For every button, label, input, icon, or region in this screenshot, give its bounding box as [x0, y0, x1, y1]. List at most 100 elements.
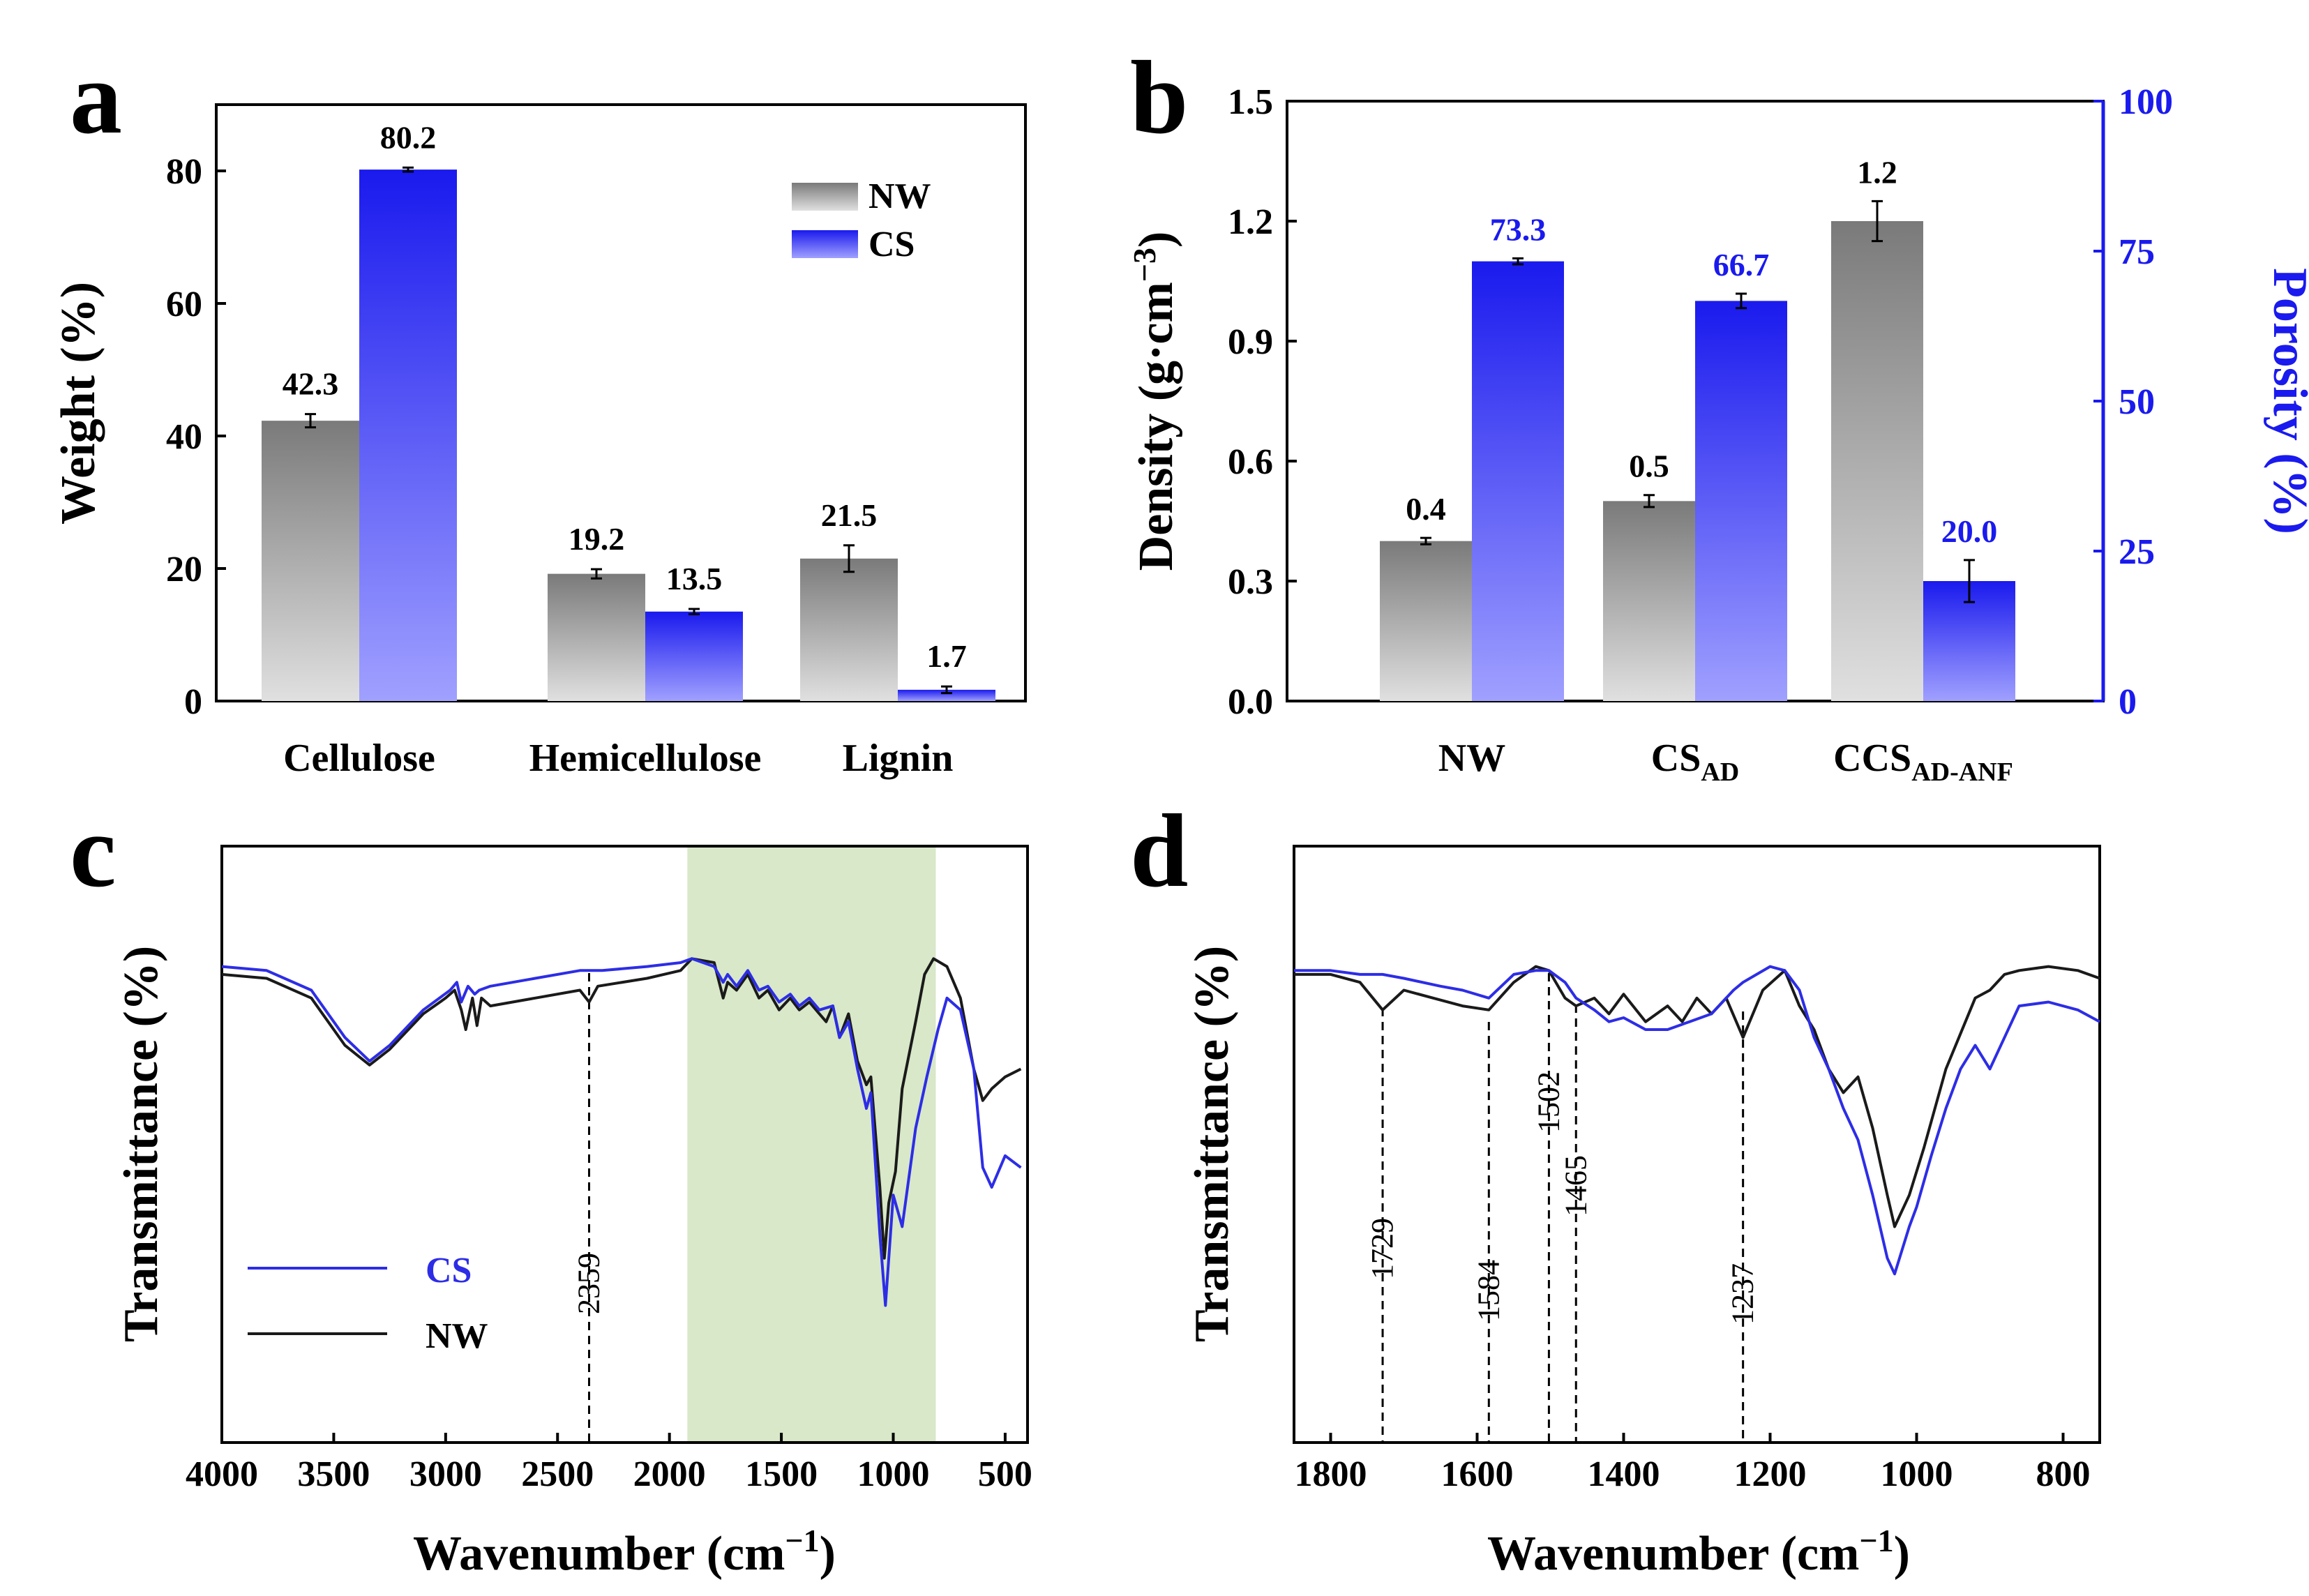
panel-b-error-bar [1736, 292, 1747, 310]
panel-a-category-label: Hemicellulose [529, 737, 762, 780]
panel-a-ytick-label: 0 [184, 682, 202, 722]
panel-a-error-bar [403, 166, 414, 173]
panel-b-chart: Density (g·cm−3) Porosity (%) 0.0 0.3 0.6 0… [1127, 82, 2309, 787]
panel-a-error-bar [305, 413, 316, 429]
panel-b-ytick-right-label: 0 [2119, 682, 2137, 722]
panel-c-xtick-label: 1500 [745, 1454, 818, 1494]
panel-a-category-label: Lignin [843, 737, 954, 780]
panel-d-peak-label: 1584 [1471, 1260, 1505, 1321]
panel-b-ytick-left-label: 0.9 [1228, 322, 1273, 362]
panel-b-ytick-left-label: 0.3 [1228, 562, 1273, 602]
panel-b-ytick-right-label: 50 [2119, 382, 2155, 422]
panel-b-ylabel-right: Porosity (%) [2263, 268, 2309, 534]
panel-a-bar-cs [898, 689, 995, 701]
panel-c-xtick-label: 500 [978, 1454, 1032, 1494]
panel-a-bar-cs [359, 170, 457, 702]
panel-d-frame [1293, 845, 2101, 1444]
panel-a-bar-nw [262, 421, 359, 701]
panel-b-ytick-left-label: 1.5 [1228, 82, 1273, 122]
panel-a-ylabel: Weight (%) [52, 282, 105, 525]
legend-label-nw-c: NW [426, 1316, 488, 1356]
legend-label-nw: NW [868, 176, 931, 216]
panel-c-peak-label: 2359 [571, 1253, 606, 1314]
panel-b-error-bar [1420, 536, 1431, 545]
legend-label-cs-c: CS [426, 1251, 472, 1290]
panel-d-xtick-label: 1600 [1441, 1454, 1514, 1494]
panel-b-ytick-right-label: 100 [2119, 82, 2173, 122]
panel-a-ytick-label: 20 [166, 550, 202, 589]
panel-a-error-bar [591, 568, 602, 580]
panel-c-xtick-label: 4000 [186, 1454, 258, 1494]
panel-c-xtick-label: 3500 [297, 1454, 370, 1494]
panel-b-error-bar [1644, 494, 1655, 509]
panel-b-error-bar [1964, 559, 1975, 603]
panel-c-series-cs [221, 957, 1022, 1307]
panel-c-legend: CS NW [248, 1251, 488, 1356]
panel-a-value-label: 21.5 [821, 497, 878, 533]
panel-a-value-label: 19.2 [569, 521, 625, 557]
panel-b-bar-density [1831, 221, 1923, 701]
panel-d-xtick-label: 1200 [1734, 1454, 1807, 1494]
panel-a-legend: NW CS [792, 176, 931, 264]
panel-b-category-label: CCSAD-ANF [1833, 737, 2013, 787]
panel-label-b: b [1130, 40, 1188, 156]
panel-a-value-label: 13.5 [666, 561, 723, 596]
panel-d-xtick-label: 1400 [1588, 1454, 1660, 1494]
panel-label-c: c [70, 793, 116, 909]
panel-b-ytick-right-label: 75 [2119, 232, 2155, 272]
panel-a-ytick-label: 60 [166, 285, 202, 324]
panel-b-bar-porosity [1695, 301, 1787, 701]
panel-a-bar-nw [548, 573, 645, 701]
panel-c-xtick-label: 3000 [409, 1454, 482, 1494]
panel-a-error-bar [689, 608, 700, 616]
panel-d-peak-label: 1465 [1558, 1155, 1593, 1217]
panel-c-highlight-region [687, 846, 936, 1443]
panel-label-a: a [70, 40, 122, 156]
panel-a-error-bar [941, 685, 952, 695]
panel-b-bar-density [1380, 541, 1472, 701]
panel-a-error-bar [843, 544, 855, 573]
panel-b-error-bar [1512, 257, 1524, 266]
panel-label-d: d [1130, 793, 1188, 909]
panel-b-value-label: 1.2 [1857, 154, 1897, 190]
panel-d-peak-label: 1729 [1365, 1218, 1399, 1279]
panel-c-xlabel: Wavenumber (cm−1) [413, 1523, 836, 1581]
panel-b-category-label: NW [1438, 737, 1505, 780]
panel-b-value-label: 66.7 [1713, 247, 1770, 283]
panel-d-peak-label: 1237 [1726, 1263, 1760, 1325]
panel-b-value-label: 73.3 [1490, 211, 1547, 247]
panel-a-ytick-label: 40 [166, 417, 202, 457]
panel-d-xlabel: Wavenumber (cm−1) [1487, 1523, 1910, 1581]
panel-c-chart: Transmittance (%) Wavenumber (cm−1) CS N… [114, 845, 1032, 1581]
panel-b-ytick-right-label: 25 [2119, 532, 2155, 572]
panel-c-series-nw [221, 957, 1022, 1260]
panel-a-bar-nw [800, 558, 898, 701]
panel-d-xtick-label: 1000 [1881, 1454, 1953, 1494]
panel-b-value-label: 0.4 [1406, 491, 1446, 527]
panel-a-bar-cs [645, 611, 743, 701]
panel-a-category-label: Cellulose [283, 737, 435, 780]
panel-a-value-label: 42.3 [283, 366, 339, 402]
panel-a-chart: Weight (%) NW CS 0 20 40 60 80 Cellulose 42.3 8… [52, 103, 1027, 780]
panel-b-value-label: 20.0 [1941, 513, 1998, 549]
panel-c-frame [220, 845, 1029, 1444]
panel-d-ylabel: Transmittance (%) [1185, 946, 1239, 1342]
panel-b-ytick-left-label: 0.6 [1228, 442, 1273, 482]
panel-c-ylabel: Transmittance (%) [114, 946, 168, 1342]
panel-b-ylabel-left: Density (g·cm−3) [1127, 232, 1183, 571]
panel-d-chart: Transmittance (%) Wavenumber (cm−1) 1800… [1185, 845, 2101, 1581]
legend-label-cs: CS [868, 225, 915, 264]
panel-b-ytick-left-label: 1.2 [1228, 202, 1273, 242]
panel-b-category-label: CSAD [1651, 737, 1739, 787]
panel-b-bar-density [1603, 501, 1695, 701]
panel-b-ytick-left-label: 0.0 [1228, 682, 1273, 722]
panel-c-xtick-label: 2500 [521, 1454, 594, 1494]
panel-b-value-label: 0.5 [1629, 449, 1669, 484]
panel-a-ytick-label: 80 [166, 152, 202, 192]
panel-c-xtick-label: 2000 [633, 1454, 706, 1494]
panel-d-series-nw [1294, 965, 2100, 1228]
legend-swatch-nw [792, 183, 858, 211]
panel-d-xtick-label: 800 [2036, 1454, 2091, 1494]
legend-swatch-cs [792, 230, 858, 258]
